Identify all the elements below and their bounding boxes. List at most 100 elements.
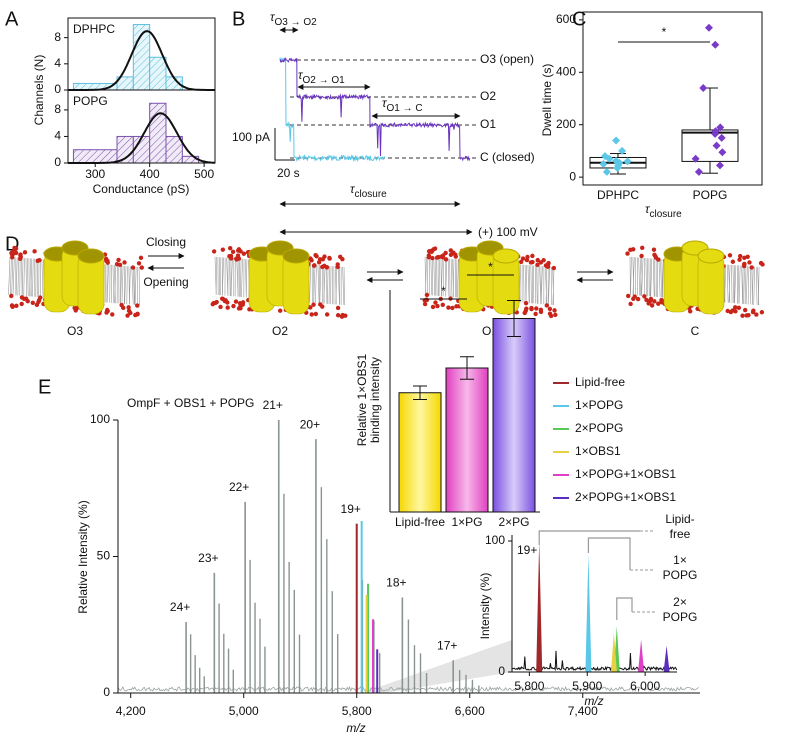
- panel-letter: B: [232, 8, 245, 30]
- lipid-head: [122, 260, 127, 265]
- lipid-tail: [425, 256, 427, 295]
- x-axis-label-symbol: τ: [645, 202, 651, 216]
- lipid-tail: [313, 264, 316, 303]
- lipid-head: [10, 255, 15, 260]
- significance-star: *: [441, 284, 446, 298]
- lipid-tail: [447, 258, 450, 297]
- membrane-model: [210, 240, 348, 319]
- zoom-peak: [536, 541, 543, 672]
- x-tick-label: 6,000: [630, 679, 660, 693]
- lipid-head: [747, 260, 752, 265]
- lipid-head: [653, 254, 658, 259]
- lipid-head: [309, 312, 314, 317]
- lipid-head: [642, 294, 647, 299]
- zoom-charge: 19+: [517, 543, 537, 557]
- lipid-head: [742, 255, 747, 260]
- x-tick-label: 300: [85, 167, 105, 181]
- lipid-tail: [112, 265, 115, 304]
- lipid-tail: [638, 257, 641, 296]
- trace-dphpc: [279, 57, 386, 163]
- lipid-head: [435, 303, 440, 309]
- lipid-head: [523, 300, 529, 306]
- lipid-head: [535, 262, 540, 268]
- lipid-tail: [430, 257, 433, 296]
- y-tick-label: 600: [556, 12, 576, 26]
- lipid-head: [238, 249, 243, 254]
- y-tick-label: 0: [103, 685, 110, 699]
- closure-label: τclosure: [350, 182, 387, 199]
- protein-pore: [492, 248, 520, 264]
- trace-popg: [279, 57, 471, 162]
- lipid-head: [644, 297, 649, 303]
- lipid-head: [530, 253, 535, 259]
- closing-label: Closing: [146, 235, 186, 249]
- lipid-tail: [457, 259, 459, 298]
- lipid-tail: [8, 256, 11, 295]
- x-tick-label: 5,000: [229, 704, 259, 718]
- lipid-head: [19, 295, 25, 300]
- tau-label-sub: O1 → C: [387, 103, 423, 114]
- lipid-tail: [745, 266, 748, 305]
- lipid-head: [745, 254, 750, 259]
- x-tick-label: 5,800: [342, 704, 372, 718]
- lipid-head: [632, 294, 637, 299]
- lipid-tail: [758, 267, 760, 306]
- lipid-head: [308, 305, 313, 310]
- lipid-tail: [732, 265, 735, 304]
- y-tick-label: 0: [498, 664, 505, 678]
- lipid-head: [126, 305, 131, 310]
- zoom-peak: [610, 632, 617, 672]
- x-tick-label: 5,800: [514, 679, 544, 693]
- lipid-tail: [632, 257, 634, 296]
- lipid-head: [241, 251, 247, 256]
- lipid-head: [424, 292, 430, 298]
- legend-label: 1×OBS1: [575, 444, 621, 458]
- lipid-head: [322, 254, 327, 259]
- lipid-tail: [751, 266, 754, 305]
- tau-label: τO2 → O1: [298, 68, 345, 85]
- y-axis-label: Dwell time (s): [540, 64, 554, 137]
- lipid-head: [648, 296, 654, 302]
- lipid-tail: [532, 265, 535, 304]
- lipid-head: [728, 309, 733, 315]
- lipid-head: [335, 262, 340, 267]
- lipid-head: [72, 305, 77, 311]
- lipid-head: [430, 304, 436, 310]
- lipid-head: [236, 306, 242, 311]
- lipid-head: [535, 257, 540, 263]
- lipid-head: [628, 247, 633, 252]
- lipid-tail: [747, 266, 750, 305]
- lipid-tail: [640, 257, 642, 296]
- zoom-peak: [638, 639, 645, 672]
- histogram-bar: [149, 56, 167, 91]
- x-tick-label: DPHPC: [597, 188, 639, 202]
- x-tick-label: 4,200: [116, 704, 146, 718]
- lipid-tail: [138, 267, 140, 306]
- lipid-tail: [450, 258, 453, 297]
- lipid-head: [430, 255, 435, 261]
- lipid-head: [518, 259, 524, 265]
- state-label: O2: [272, 324, 288, 338]
- lipid-head: [651, 247, 657, 252]
- lipid-head: [451, 250, 456, 255]
- zoom-x-label: m/z: [584, 694, 603, 708]
- lipid-head: [12, 245, 17, 251]
- panel-letter: E: [38, 376, 51, 398]
- lipid-head: [312, 263, 317, 268]
- histogram-bar: [72, 149, 118, 164]
- lipid-head: [135, 303, 140, 308]
- lipid-tail: [660, 259, 662, 298]
- lipid-tail: [124, 266, 127, 305]
- box: [681, 129, 739, 162]
- lipid-head: [105, 308, 110, 314]
- lipid-tail: [11, 257, 14, 296]
- data-point: [711, 127, 720, 136]
- lipid-head: [736, 305, 742, 311]
- lipid-head: [211, 249, 217, 254]
- protein-pore: [697, 248, 725, 264]
- x-tick-label: 500: [194, 167, 214, 181]
- annotation-line: [616, 597, 633, 620]
- lipid-tail: [337, 266, 340, 305]
- peak-annotation: POPG: [663, 610, 698, 624]
- lipid-head: [635, 296, 641, 302]
